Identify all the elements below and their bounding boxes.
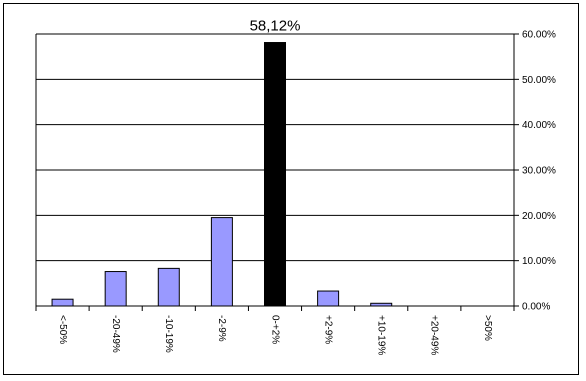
data-label-0: 58,12%: [250, 18, 301, 35]
y-tick-label-6: 60.00%: [522, 30, 556, 41]
y-tick-label-4: 40.00%: [522, 120, 556, 131]
chart-frame: [3, 3, 579, 375]
y-tick-label-2: 20.00%: [522, 211, 556, 222]
category-label-7: +20-49%: [429, 315, 440, 355]
category-label-6: +10-19%: [376, 315, 387, 355]
y-tick-label-3: 30.00%: [522, 166, 556, 177]
category-label-2: -10-19%: [163, 315, 174, 353]
bar-3: [210, 217, 233, 307]
bar-2: [157, 267, 180, 307]
category-label-3: -2-9%: [216, 315, 227, 342]
category-label-0: <-50%: [57, 315, 68, 344]
category-label-8: >50%: [482, 315, 493, 341]
category-label-4: 0-+2%: [269, 315, 280, 344]
y-tick-label-5: 50.00%: [522, 75, 556, 86]
y-tick-label-0: 0.00%: [522, 302, 550, 313]
category-label-5: +2-9%: [322, 315, 333, 344]
bar-4: [264, 42, 286, 307]
bar-5: [317, 290, 340, 307]
bar-6: [370, 302, 393, 307]
category-label-1: -20-49%: [110, 315, 121, 353]
bar-0: [51, 298, 74, 307]
y-tick-label-1: 10.00%: [522, 256, 556, 267]
bar-1: [104, 271, 127, 307]
